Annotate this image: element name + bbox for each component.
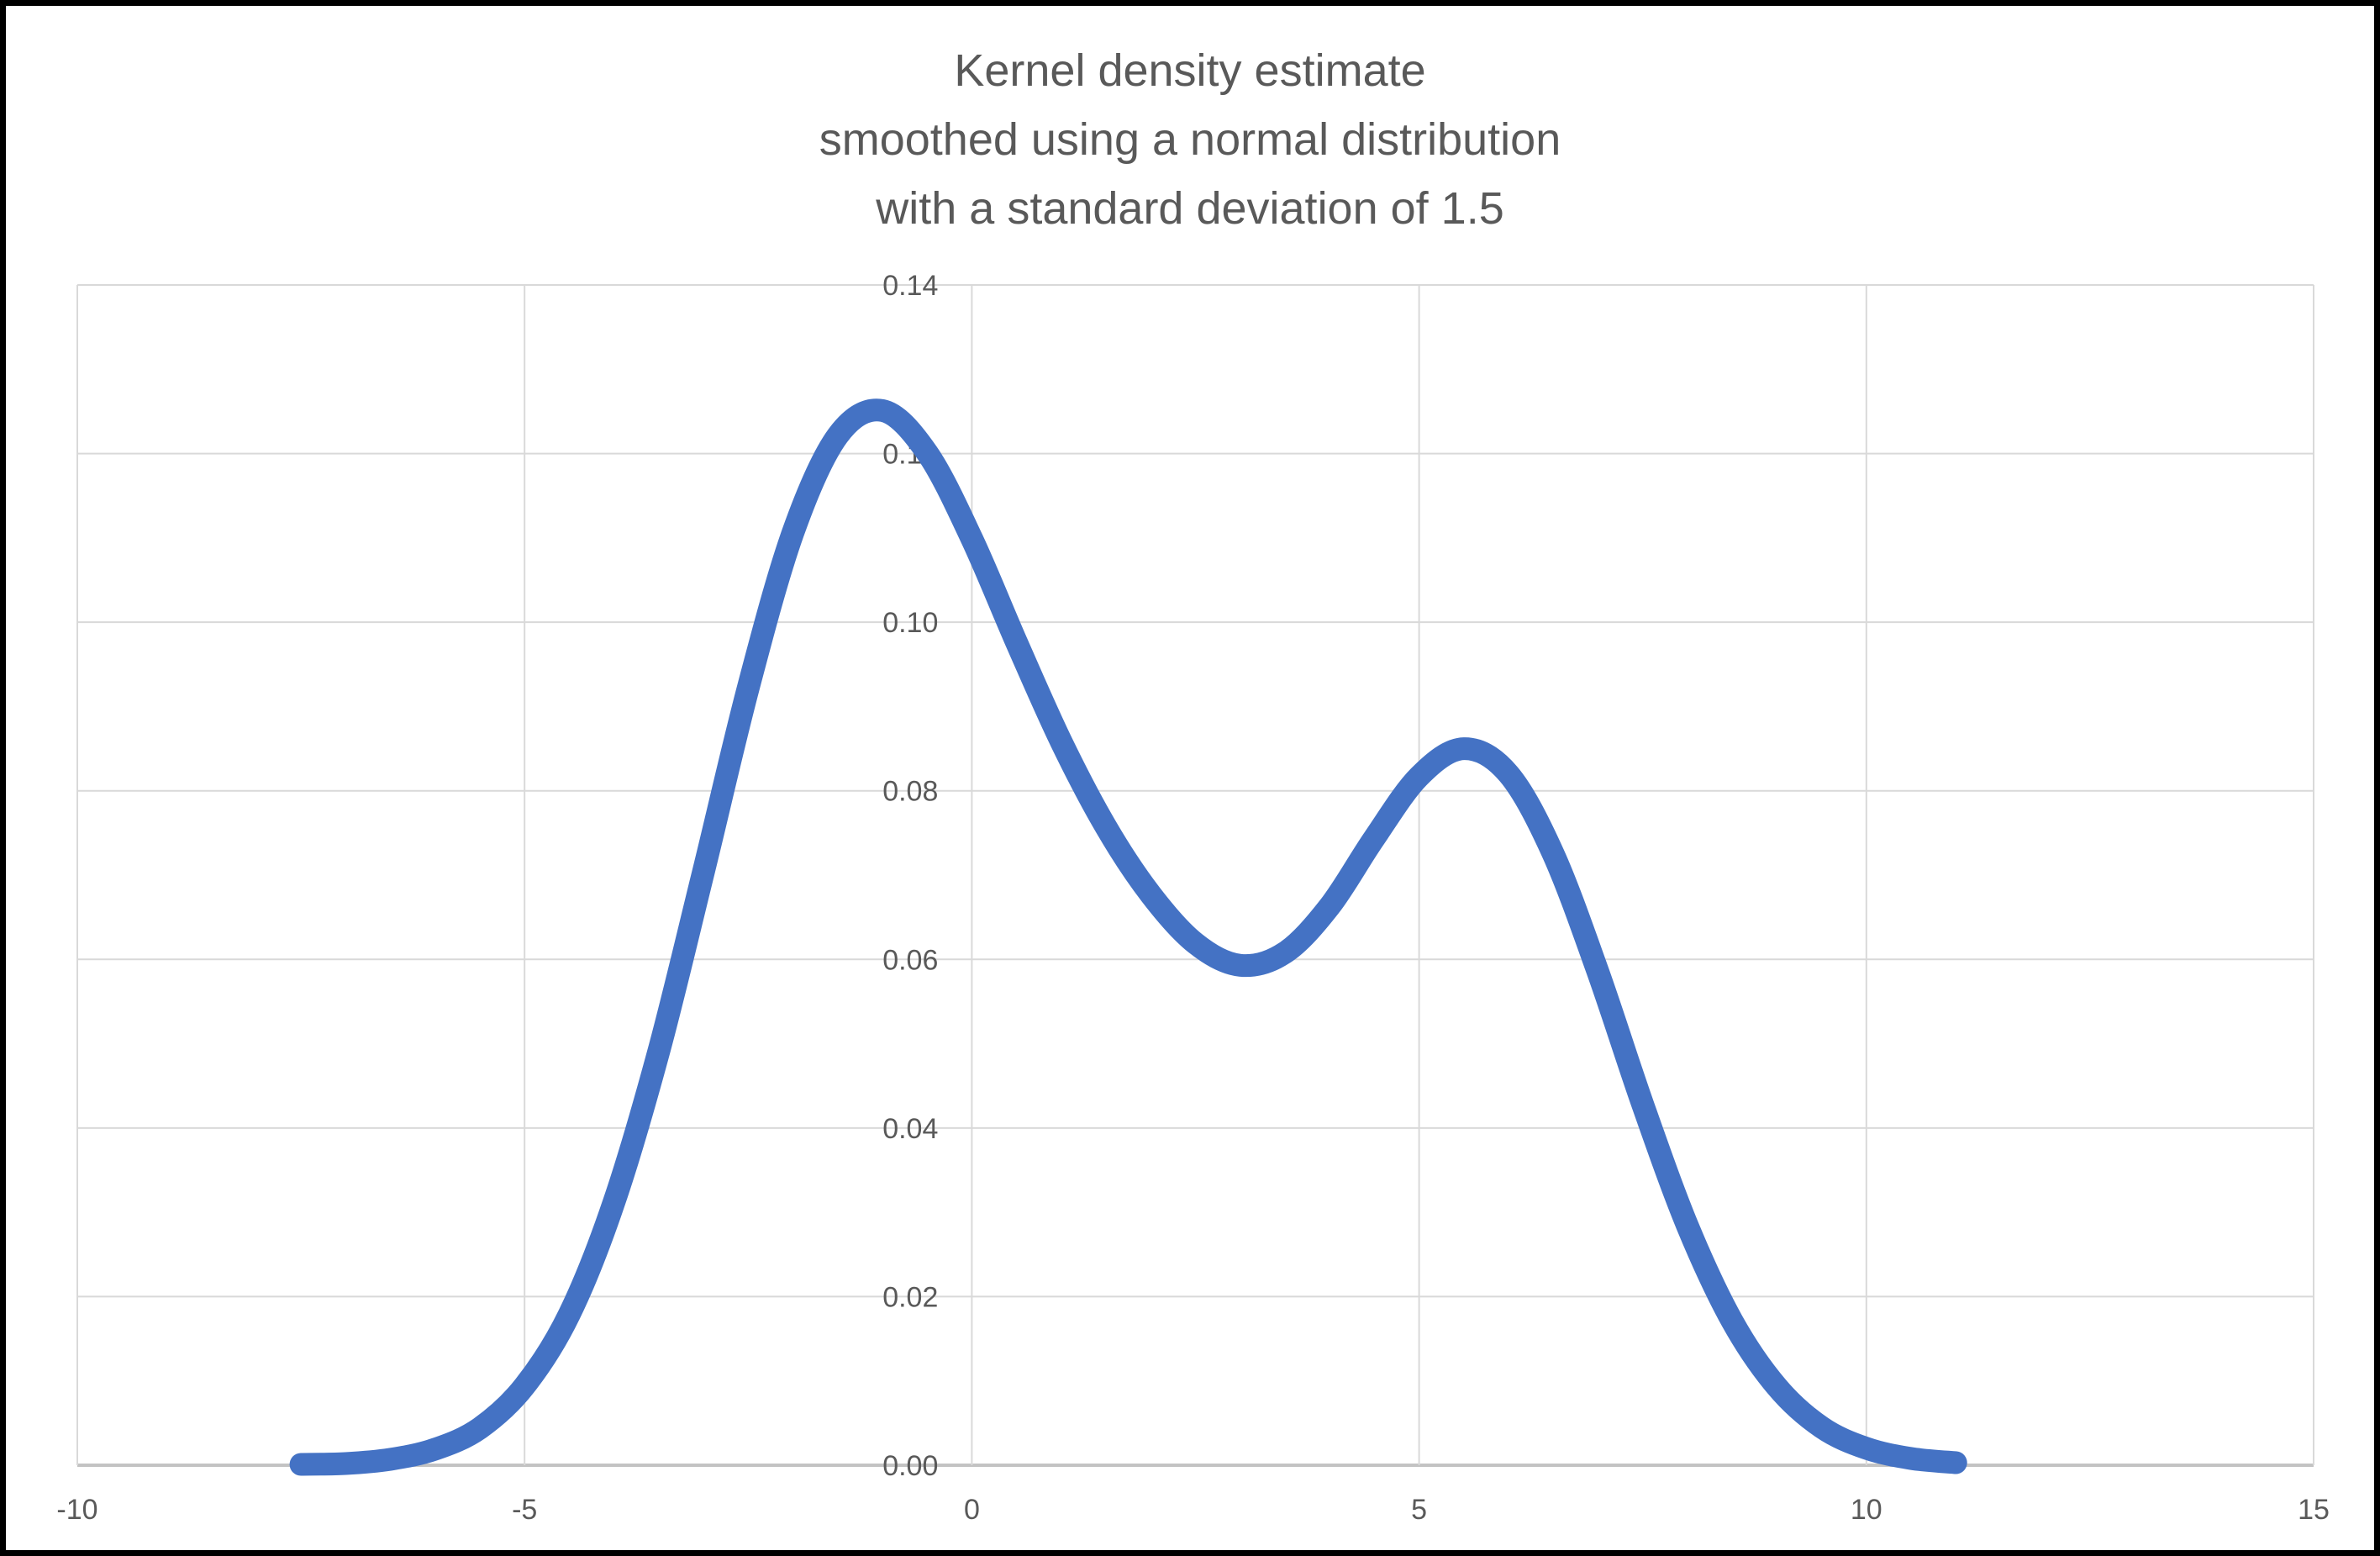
chart-title-line-1: Kernel density estimate — [954, 45, 1426, 96]
chart-title-line-3: with a standard deviation of 1.5 — [876, 183, 1504, 234]
y-tick-label: 0.14 — [882, 270, 938, 302]
x-tick-label: 15 — [2298, 1494, 2330, 1526]
kde-chart: 0.000.020.040.060.080.100.120.14-10 -5 0 5 1… — [56, 270, 2330, 1526]
y-tick-label: 0.04 — [882, 1113, 938, 1145]
x-tick-label: 5 — [1411, 1494, 1427, 1526]
y-tick-label: 0.06 — [882, 944, 938, 976]
y-tick-label: 0.02 — [882, 1281, 938, 1313]
x-tick-label: -10 — [56, 1494, 97, 1526]
chart-title: Kernel density estimate smoothed using a… — [6, 36, 2374, 243]
y-tick-label: 0.10 — [882, 607, 938, 639]
kde-curve — [289, 398, 1967, 1476]
y-tick-label: 0.08 — [882, 776, 938, 808]
y-tick-label: 0.00 — [882, 1450, 938, 1482]
x-tick-label: 0 — [964, 1494, 980, 1526]
x-tick-label: 10 — [1851, 1494, 1882, 1526]
x-tick-label: -5 — [512, 1494, 537, 1526]
chart-title-line-2: smoothed using a normal distribution — [819, 114, 1561, 165]
